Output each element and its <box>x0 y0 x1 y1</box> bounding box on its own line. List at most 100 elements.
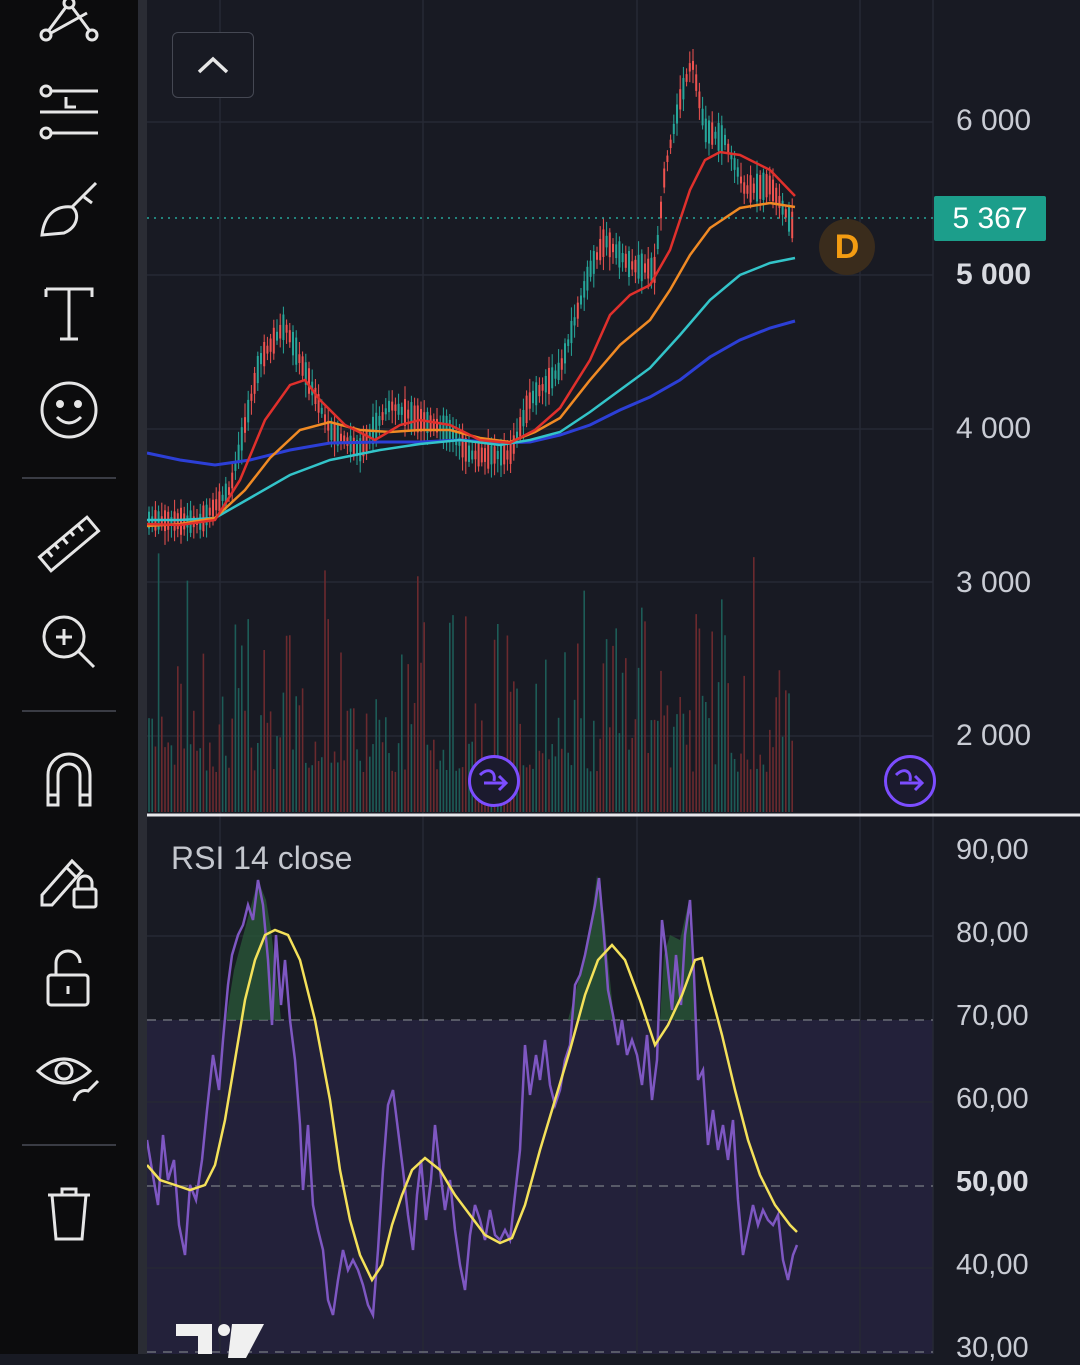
candle-body <box>692 60 694 70</box>
candle-body <box>260 353 262 365</box>
dividend-badge[interactable]: D <box>819 219 875 275</box>
candle-body <box>279 324 282 339</box>
chevron-up-icon <box>197 56 229 74</box>
candle-body <box>212 499 214 517</box>
candle-body <box>714 131 717 139</box>
candle-body <box>356 439 358 457</box>
candle-body <box>180 507 182 535</box>
text-tool-icon[interactable] <box>19 272 119 352</box>
candle-body <box>362 433 365 457</box>
pattern-tool-icon[interactable] <box>19 0 119 58</box>
candle-body <box>490 445 493 465</box>
candle-body <box>458 437 461 446</box>
candle-body <box>599 238 602 261</box>
candle-body <box>288 330 291 343</box>
magnet-icon[interactable] <box>19 738 119 818</box>
candle-body <box>567 339 570 346</box>
unlock-icon[interactable] <box>19 938 119 1018</box>
lock-drawing-icon[interactable] <box>19 838 119 918</box>
collapse-button[interactable] <box>172 32 254 98</box>
price-axis-label: 3 000 <box>956 566 1032 599</box>
candle-body <box>237 444 240 461</box>
rsi-axis-label: 50,00 <box>956 1166 1029 1198</box>
candle-body <box>413 405 416 430</box>
candle-body <box>778 196 781 208</box>
candle-body <box>788 206 790 232</box>
go-to-realtime-button[interactable] <box>468 755 520 807</box>
candle-body <box>752 183 755 193</box>
candle-body <box>580 295 582 305</box>
ma-orange-line <box>146 201 796 528</box>
candle-body <box>551 367 554 389</box>
candle-body <box>727 143 730 153</box>
candle-body <box>221 494 224 501</box>
rsi-axis-label: 30,00 <box>956 1332 1029 1364</box>
candle-body <box>506 450 509 460</box>
candle-body <box>218 491 221 512</box>
candle-body <box>560 358 563 370</box>
zoom-in-icon[interactable] <box>19 602 119 682</box>
candle-body <box>548 367 550 395</box>
candle-body <box>397 403 400 415</box>
candle-body <box>295 337 298 365</box>
candle-body <box>522 409 525 427</box>
candle-body <box>564 343 566 364</box>
ruler-icon[interactable] <box>19 504 119 584</box>
candle-body <box>496 450 499 460</box>
candle-body <box>343 435 346 444</box>
toolbar-separator <box>22 477 116 479</box>
candle-body <box>244 417 246 433</box>
candle-body <box>263 341 266 367</box>
candle-body <box>554 370 557 379</box>
candle-body <box>608 232 611 258</box>
candle-body <box>394 404 397 411</box>
candle-body <box>672 123 675 134</box>
candle-body <box>250 393 253 401</box>
fib-tool-icon[interactable] <box>19 72 119 152</box>
candle-body <box>416 405 419 433</box>
candle-body <box>432 418 435 431</box>
ma-blue-line <box>146 319 796 467</box>
candle-body <box>484 448 486 462</box>
candle-body <box>772 179 774 202</box>
candle-body <box>746 185 749 194</box>
candle-body <box>708 120 710 144</box>
candle-body <box>308 368 310 394</box>
candle-body <box>724 134 726 146</box>
brush-tool-icon[interactable] <box>19 172 119 252</box>
candle-body <box>480 447 483 463</box>
candle-body <box>528 392 531 409</box>
candle-body <box>231 472 234 489</box>
candle-body <box>736 167 739 177</box>
emoji-tool-icon[interactable] <box>19 370 119 450</box>
go-to-realtime-button[interactable] <box>884 755 936 807</box>
candle-body <box>535 382 538 406</box>
candle-body <box>368 432 371 439</box>
candle-body <box>429 415 432 432</box>
tradingview-logo <box>176 1324 264 1358</box>
rsi-axis-label: 90,00 <box>956 834 1029 866</box>
candle-body <box>500 444 502 466</box>
candle-body <box>695 74 698 91</box>
candle-body <box>468 445 470 462</box>
candle-body <box>519 417 522 437</box>
candle-body <box>544 375 547 393</box>
candle-body <box>333 423 336 444</box>
candle-body <box>612 243 614 253</box>
candle-body <box>330 421 333 441</box>
candle-body <box>503 445 506 465</box>
candle-body <box>516 431 518 440</box>
eye-icon[interactable] <box>19 1036 119 1116</box>
candle-body <box>317 394 320 413</box>
candle-body <box>208 507 211 516</box>
candle-body <box>701 108 704 126</box>
candle-body <box>679 89 682 110</box>
candle-body <box>589 260 592 277</box>
candle-body <box>740 176 742 184</box>
rsi-axis-label: 70,00 <box>956 1000 1029 1032</box>
candle-body <box>791 211 794 239</box>
trash-icon[interactable] <box>19 1172 119 1252</box>
rsi-axis-label: 40,00 <box>956 1249 1029 1281</box>
candle-body <box>471 450 474 460</box>
